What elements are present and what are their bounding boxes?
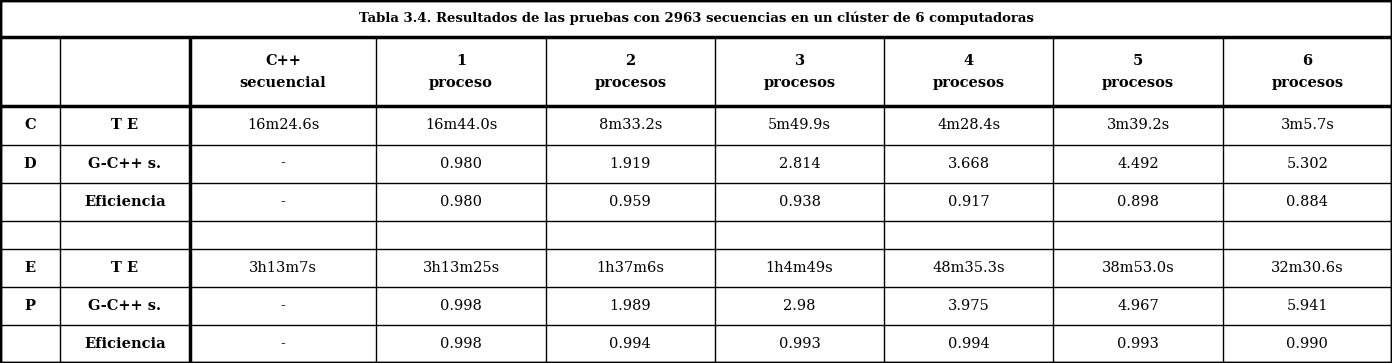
Text: 3h13m7s: 3h13m7s [249,261,317,274]
Text: 0.993: 0.993 [1118,337,1160,351]
Text: 4.492: 4.492 [1118,156,1160,171]
Text: 0.938: 0.938 [778,195,821,209]
Text: 0.959: 0.959 [610,195,651,209]
Text: 0.994: 0.994 [948,337,990,351]
Text: 0.917: 0.917 [948,195,990,209]
Text: 0.993: 0.993 [778,337,820,351]
Text: procesos: procesos [1271,76,1343,90]
Text: -: - [281,337,285,351]
Text: 5: 5 [1133,54,1143,68]
Text: procesos: procesos [1102,76,1175,90]
Text: 1h4m49s: 1h4m49s [766,261,834,274]
Text: 16m44.0s: 16m44.0s [425,118,497,132]
Text: -: - [281,299,285,313]
Text: -: - [281,195,285,209]
Text: T E: T E [111,261,139,274]
Text: Eficiencia: Eficiencia [84,195,166,209]
Text: 2.814: 2.814 [778,156,820,171]
Text: 5.302: 5.302 [1286,156,1328,171]
Text: 0.994: 0.994 [610,337,651,351]
Text: G-C++ s.: G-C++ s. [89,156,161,171]
Text: 4.967: 4.967 [1118,299,1160,313]
Text: 1.919: 1.919 [610,156,651,171]
Text: G-C++ s.: G-C++ s. [89,299,161,313]
Text: 5.941: 5.941 [1286,299,1328,313]
Text: 0.898: 0.898 [1118,195,1160,209]
Text: T E: T E [111,118,139,132]
Text: 0.980: 0.980 [440,195,482,209]
Text: 4: 4 [963,54,974,68]
Text: 0.998: 0.998 [440,337,482,351]
Text: E: E [25,261,36,274]
Text: 48m35.3s: 48m35.3s [933,261,1005,274]
Text: procesos: procesos [594,76,667,90]
Text: Eficiencia: Eficiencia [84,337,166,351]
Text: procesos: procesos [933,76,1005,90]
Text: 0.998: 0.998 [440,299,482,313]
Text: 8m33.2s: 8m33.2s [599,118,663,132]
Text: 3: 3 [795,54,805,68]
Text: 3h13m25s: 3h13m25s [423,261,500,274]
Text: procesos: procesos [764,76,835,90]
Text: 4m28.4s: 4m28.4s [937,118,1001,132]
Text: 2.98: 2.98 [784,299,816,313]
Text: -: - [281,156,285,171]
Text: D: D [24,156,36,171]
Text: 2: 2 [625,54,636,68]
Text: Tabla 3.4. Resultados de las pruebas con 2963 secuencias en un clúster de 6 comp: Tabla 3.4. Resultados de las pruebas con… [359,12,1033,25]
Text: C: C [24,118,36,132]
Text: C++: C++ [266,54,301,68]
Text: 38m53.0s: 38m53.0s [1101,261,1175,274]
Text: 3m5.7s: 3m5.7s [1281,118,1335,132]
Text: 0.884: 0.884 [1286,195,1328,209]
Text: 3.975: 3.975 [948,299,990,313]
Text: 1h37m6s: 1h37m6s [596,261,664,274]
Text: 0.990: 0.990 [1286,337,1328,351]
Text: secuencial: secuencial [239,76,327,90]
Text: 32m30.6s: 32m30.6s [1271,261,1343,274]
Text: 1.989: 1.989 [610,299,651,313]
Text: 3m39.2s: 3m39.2s [1107,118,1169,132]
Text: P: P [25,299,36,313]
Text: 0.980: 0.980 [440,156,482,171]
Text: 1: 1 [457,54,466,68]
Text: 16m24.6s: 16m24.6s [246,118,319,132]
Text: 3.668: 3.668 [948,156,990,171]
Text: 6: 6 [1303,54,1313,68]
Text: proceso: proceso [429,76,493,90]
Text: 5m49.9s: 5m49.9s [768,118,831,132]
